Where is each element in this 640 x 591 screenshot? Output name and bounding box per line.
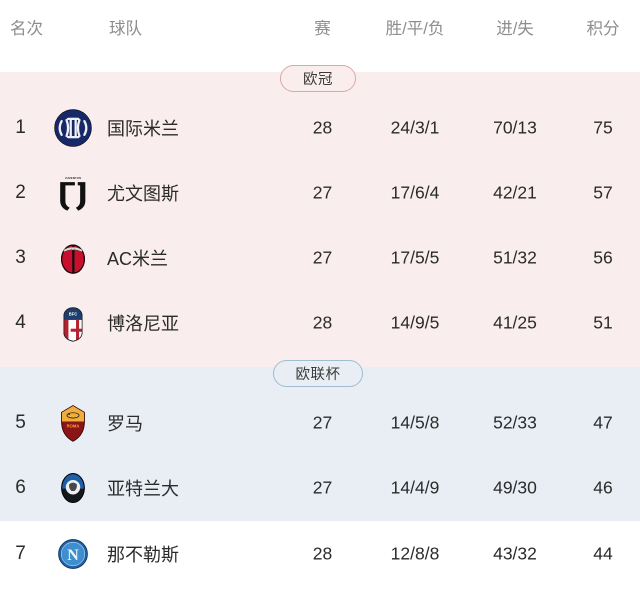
svg-text:JUVENTUS: JUVENTUS (65, 175, 81, 179)
svg-text:N: N (67, 547, 79, 564)
svg-text:ROMA: ROMA (67, 423, 80, 428)
svg-text:BFC: BFC (69, 311, 78, 316)
